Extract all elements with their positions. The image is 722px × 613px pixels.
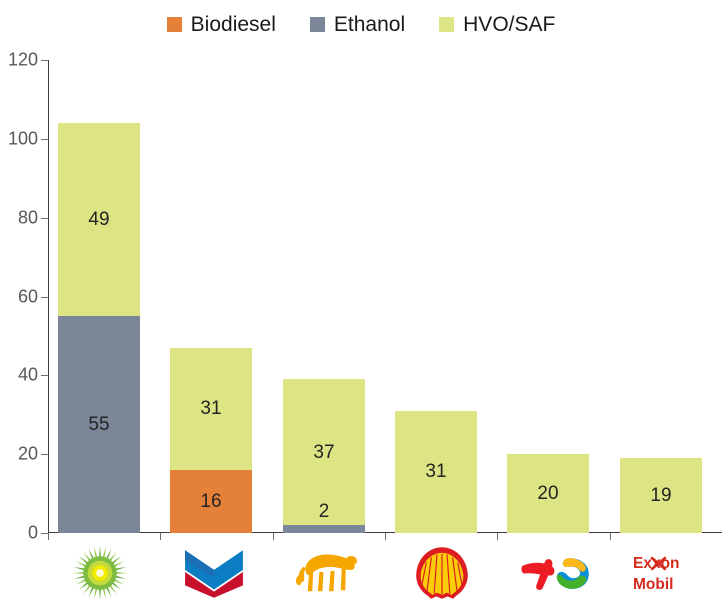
- x-label-bp: [48, 540, 152, 606]
- y-axis-tick: [41, 217, 48, 219]
- x-axis-tick: [160, 533, 161, 540]
- shell-logo: [416, 547, 468, 599]
- bar-group[interactable]: 20: [507, 454, 589, 533]
- x-axis-tick: [48, 533, 49, 540]
- legend-item-hvo-saf[interactable]: HVO/SAF: [439, 14, 555, 35]
- x-axis-tick: [385, 533, 386, 540]
- y-axis-tick: [41, 60, 48, 61]
- y-axis-tick-label: 40: [17, 364, 38, 385]
- totalenergies-logo: [521, 558, 589, 590]
- y-axis-tick-label: 20: [17, 443, 38, 464]
- bar-value-label: 19: [650, 485, 672, 507]
- legend-item-ethanol[interactable]: Ethanol: [309, 13, 406, 36]
- svg-text:Exxon: Exxon: [633, 555, 680, 572]
- bar-group[interactable]: 49 55: [58, 123, 140, 533]
- bar-group[interactable]: 31: [395, 410, 477, 533]
- x-label-exxonmobil: Exxon Mobil: [618, 540, 722, 606]
- legend-item-biodiesel[interactable]: Biodiesel: [166, 13, 276, 36]
- legend-label-biodiesel: Biodiesel: [190, 13, 276, 36]
- x-axis-tick: [497, 533, 498, 540]
- y-axis-tick-label: 60: [17, 286, 38, 306]
- chart-legend: Biodiesel Ethanol HVO/SAF: [0, 14, 722, 35]
- y-axis-tick: [41, 454, 48, 456]
- bar-segment-hvo-saf[interactable]: 31: [395, 410, 477, 533]
- bar-value-label: 37: [313, 441, 335, 463]
- y-axis-tick: [41, 138, 48, 140]
- x-label-totalenergies: [504, 540, 608, 606]
- exxonmobil-logo: Exxon Mobil: [633, 555, 680, 593]
- bar-value-label: 20: [537, 483, 559, 505]
- bar-segment-hvo-saf[interactable]: 49: [58, 123, 140, 317]
- x-axis-tick: [273, 533, 274, 540]
- legend-label-ethanol: Ethanol: [333, 13, 406, 36]
- y-axis-tick: [41, 296, 48, 298]
- x-label-eni: [276, 540, 380, 606]
- eni-logo: [295, 554, 357, 592]
- bar-group[interactable]: 31 16: [170, 347, 252, 533]
- x-axis-tick: [610, 533, 611, 540]
- bar-segment-biodiesel[interactable]: 16: [170, 469, 252, 533]
- chevron-logo: [185, 550, 243, 598]
- bar-value-label: 55: [88, 414, 110, 436]
- bar-group[interactable]: 37 2: [283, 379, 365, 533]
- plot-area: 0 20 40 60 80 100 120 49 55 31 16 37 2 31 20 19: [8, 50, 722, 543]
- y-axis-tick-label: 100: [7, 128, 38, 149]
- y-axis-tick-label: 0: [27, 522, 38, 543]
- bar-segment-ethanol[interactable]: 2: [283, 502, 365, 533]
- bar-group[interactable]: 19: [620, 458, 702, 533]
- bar-segment-hvo-saf[interactable]: 20: [507, 454, 589, 533]
- x-axis-line: [48, 532, 722, 533]
- y-axis-line: [48, 60, 49, 534]
- category-logos: Exxon Mobil: [48, 540, 722, 610]
- bar-segment-hvo-saf[interactable]: 37: [283, 379, 365, 526]
- svg-text:Mobil: Mobil: [633, 576, 673, 593]
- bar-value-label: 31: [425, 461, 447, 483]
- square-swatch-icon: [309, 17, 325, 32]
- bar-value-label: 49: [88, 209, 110, 231]
- bar-segment-ethanol[interactable]: 55: [58, 316, 140, 533]
- bar-value-label: 16: [200, 490, 222, 512]
- bars-layer: 49 55 31 16 37 2 31 20 19: [48, 60, 722, 533]
- x-label-shell: [390, 540, 494, 606]
- square-swatch-icon: [166, 17, 182, 32]
- legend-label-hvo-saf: HVO/SAF: [463, 13, 556, 36]
- y-axis-tick-label: 80: [17, 207, 38, 228]
- y-axis-tick-label: 120: [7, 49, 38, 70]
- square-swatch-icon: [439, 17, 455, 32]
- y-axis-tick: [41, 375, 48, 377]
- bp-logo: [73, 546, 127, 600]
- bar-value-label: 31: [200, 398, 222, 420]
- bar-segment-hvo-saf[interactable]: 31: [170, 347, 252, 470]
- x-label-chevron: [162, 540, 266, 606]
- bar-segment-hvo-saf[interactable]: 19: [620, 458, 702, 533]
- y-axis-tick: [41, 533, 48, 534]
